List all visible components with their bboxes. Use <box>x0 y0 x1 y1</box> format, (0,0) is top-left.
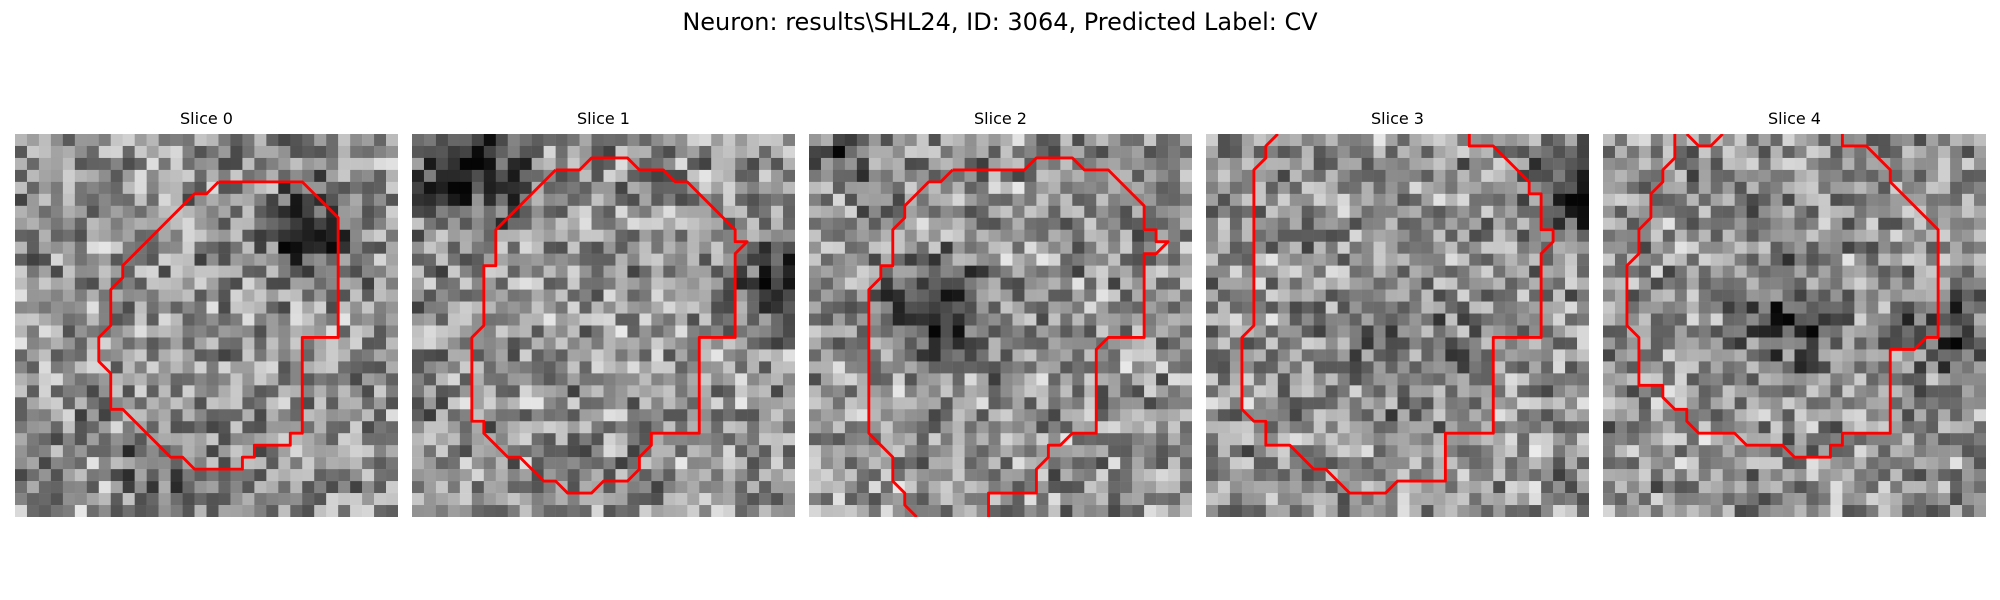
slice-4-contour <box>1625 134 1940 459</box>
slice-3-image <box>1206 134 1589 517</box>
slice-3-pixels <box>1206 134 1589 517</box>
slice-1-contour <box>470 156 749 495</box>
slice-3-title: Slice 3 <box>1371 109 1424 128</box>
slice-2-title: Slice 2 <box>974 109 1027 128</box>
slice-4-title: Slice 4 <box>1768 109 1821 128</box>
slice-1-image <box>412 134 795 517</box>
slice-0-image <box>15 134 398 517</box>
slice-2-contour-left <box>867 168 954 517</box>
slice-4-pixels <box>1603 134 1986 517</box>
slice-0-pixels <box>15 134 398 517</box>
slice-2-image <box>809 134 1192 517</box>
slice-2-contour <box>952 156 1170 517</box>
slice-4-image <box>1603 134 1986 517</box>
slice-0-title: Slice 0 <box>180 109 233 128</box>
slice-3-contour <box>1240 134 1555 495</box>
slice-4-contour-top <box>1685 134 1724 148</box>
slice-1-title: Slice 1 <box>577 109 630 128</box>
figure-title: Neuron: results\SHL24, ID: 3064, Predict… <box>682 8 1318 36</box>
slice-2-pixels <box>809 134 1192 517</box>
slice-0-contour <box>97 180 340 471</box>
slice-1-pixels <box>412 134 795 517</box>
